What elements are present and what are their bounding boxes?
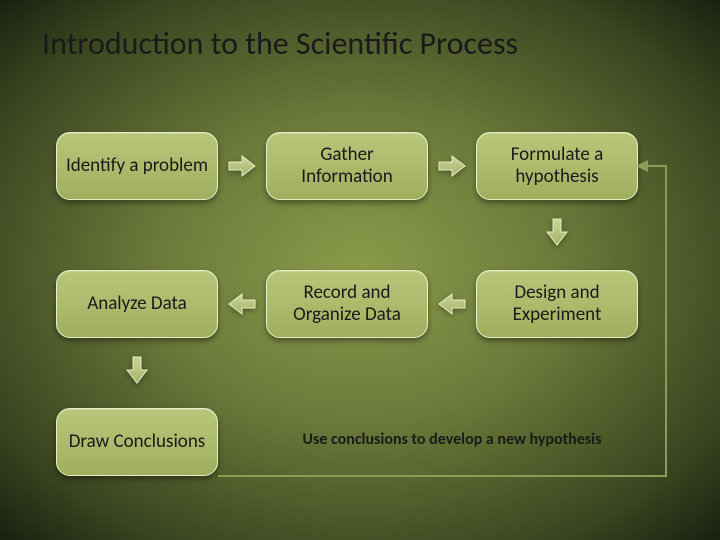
page-title: Introduction to the Scientific Process [0, 0, 720, 63]
diagram-stage: Identify a problem Gather Information Fo… [0, 80, 720, 540]
loop-arrow-icon [0, 80, 720, 540]
